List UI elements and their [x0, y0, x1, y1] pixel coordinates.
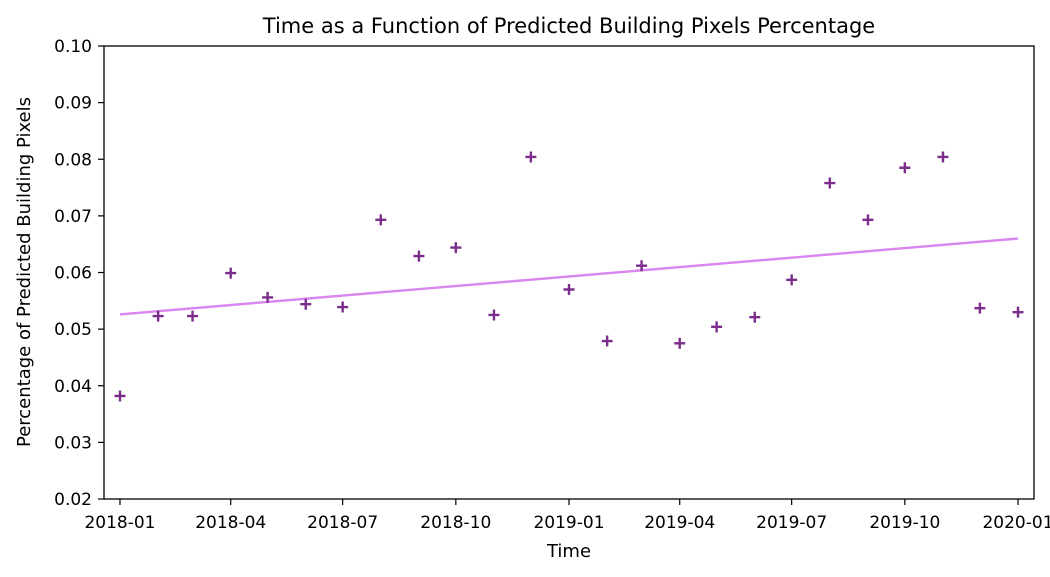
scatter-point	[824, 177, 836, 189]
scatter-point	[937, 151, 949, 163]
scatter-point	[114, 390, 126, 402]
x-tick-label: 2018-10	[420, 513, 491, 533]
x-tick-label: 2018-07	[307, 513, 378, 533]
plot-frame	[103, 45, 1035, 500]
chart-title: Time as a Function of Predicted Building…	[262, 14, 875, 38]
scatter-point	[450, 242, 462, 254]
scatter-point	[899, 162, 911, 174]
x-tick-label: 2019-01	[533, 513, 604, 533]
y-tick-label: 0.02	[54, 490, 92, 510]
scatter-point	[152, 310, 164, 322]
scatter-point	[862, 214, 874, 226]
scatter-point	[563, 283, 575, 295]
x-tick-label: 2018-04	[195, 513, 266, 533]
scatter-point	[187, 310, 199, 322]
y-tick-label: 0.09	[54, 94, 92, 114]
y-axis: 0.02 0.03 0.04 0.05 0.06 0.07 0.08 0.09 0.10	[54, 37, 104, 510]
scatter-point	[375, 214, 387, 226]
y-tick-label: 0.05	[54, 320, 92, 340]
x-axis: 2018-01 2018-04 2018-07 2018-10 2019-01 2019-…	[84, 499, 1050, 533]
y-axis-title: Percentage of Predicted Building Pixels	[14, 97, 35, 447]
x-axis-title: Time	[546, 541, 591, 562]
plot-area	[114, 151, 1024, 402]
scatter-point	[337, 301, 349, 313]
scatter-point	[974, 302, 986, 314]
scatter-point	[262, 291, 274, 303]
scatter-point	[786, 274, 798, 286]
scatter-point	[488, 309, 500, 321]
trend-line	[119, 237, 1019, 316]
scatter-point	[601, 335, 613, 347]
y-tick-label: 0.10	[54, 37, 92, 57]
scatter-point	[711, 321, 723, 333]
y-tick-label: 0.04	[54, 377, 92, 397]
scatter-point	[636, 260, 648, 272]
scatter-point	[225, 267, 237, 279]
y-tick-label: 0.08	[54, 150, 92, 170]
y-tick-label: 0.06	[54, 264, 92, 284]
x-tick-label: 2019-07	[756, 513, 827, 533]
x-tick-label: 2019-10	[869, 513, 940, 533]
x-tick-label: 2019-04	[644, 513, 715, 533]
y-tick-label: 0.03	[54, 433, 92, 453]
scatter-point	[674, 337, 686, 349]
scatter-point	[413, 250, 425, 262]
y-tick-label: 0.07	[54, 207, 92, 227]
scatter-point	[300, 298, 312, 310]
x-tick-label: 2020-01	[982, 513, 1050, 533]
scatter-point	[525, 151, 537, 163]
scatter-point	[1012, 306, 1024, 318]
scatter-point	[749, 311, 761, 323]
x-tick-label: 2018-01	[84, 513, 155, 533]
